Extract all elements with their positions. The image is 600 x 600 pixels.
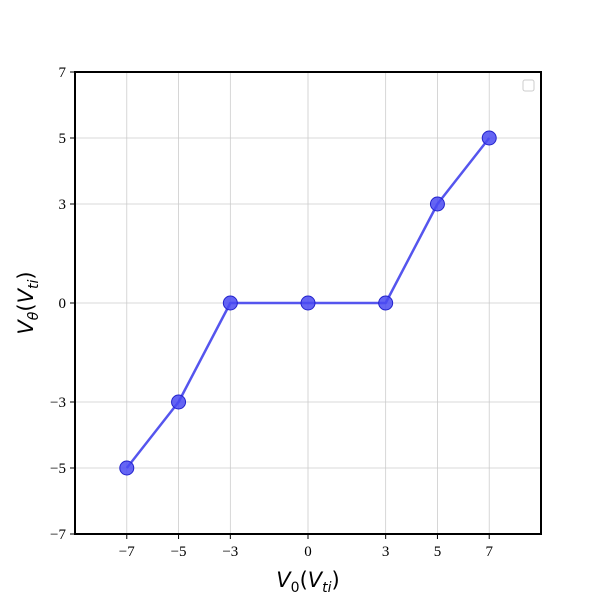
- y-axis-label: Vθ(Vti): [14, 271, 42, 334]
- x-tick-label: 0: [304, 544, 312, 560]
- x-tick-label: −5: [171, 544, 187, 560]
- x-axis-label: V0(Vti): [276, 568, 339, 596]
- data-point: [378, 295, 394, 311]
- x-tick-label: −7: [119, 544, 135, 560]
- y-tick-label: −3: [50, 395, 66, 411]
- y-tick-label: 3: [59, 197, 67, 213]
- x-tick-label: 5: [434, 544, 442, 560]
- ticks: −7 −5 −3 0 3 5 7 −7 −5 −3 0 3 5 7: [50, 65, 493, 560]
- y-tick-label: −5: [50, 461, 66, 477]
- y-tick-label: 0: [59, 296, 67, 312]
- y-tick-label: 5: [59, 131, 67, 147]
- legend-box: [522, 79, 535, 92]
- data-point: [171, 394, 187, 410]
- data-point: [481, 130, 497, 146]
- x-tick-label: −3: [222, 544, 238, 560]
- plot-frame: [74, 71, 542, 535]
- series: [119, 130, 497, 476]
- data-point: [222, 295, 238, 311]
- data-point: [300, 295, 316, 311]
- data-point: [119, 460, 135, 476]
- data-point: [429, 196, 445, 212]
- x-tick-label: 7: [485, 544, 493, 560]
- x-tick-label: 3: [382, 544, 390, 560]
- y-tick-label: 7: [59, 65, 67, 81]
- y-tick-label: −7: [50, 527, 66, 543]
